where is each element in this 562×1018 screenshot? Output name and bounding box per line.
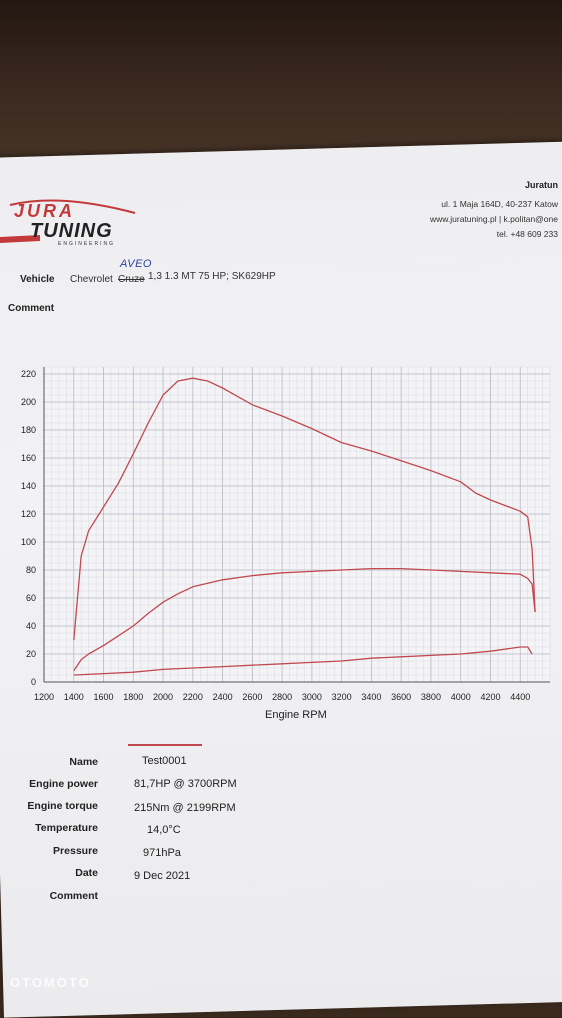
x-tick-label: 1400 [64,692,84,702]
svg-text:JURA: JURA [14,201,75,221]
x-tick-label: 3200 [332,692,352,702]
phone-line: tel. +48 609 233 [496,229,558,239]
address-line: ul. 1 Maja 164D, 40-237 Katow [441,199,558,209]
power-label: Engine power [29,778,98,790]
y-tick-label: 160 [21,453,36,463]
company-address: ul. 1 Maja 164D, 40-237 Katow www.juratu… [430,197,558,242]
y-tick-label: 100 [21,537,36,547]
y-tick-label: 20 [26,649,36,659]
dyno-chart: 1200 1400 1600 1800 2000 2200 2400 2600 2800 3000… [21,366,551,702]
x-tick-label: 2000 [153,692,173,702]
x-tick-label: 3800 [421,692,441,702]
y-tick-label: 0 [31,677,36,687]
vehicle-details: 1,3 1.3 MT 75 HP; SK629HP [148,271,276,282]
svg-text:TUNING: TUNING [30,220,113,242]
pressure-value: 971hPa [143,847,181,859]
comment-label: Comment [8,303,55,314]
jura-tuning-logo: JURA TUNING ENGINEERING [0,199,136,247]
web-email-line: www.juratuning.pl | k.politan@one [429,214,558,224]
torque-value: 215Nm @ 2199RPM [134,802,236,814]
x-tick-label: 2400 [213,692,233,702]
run-comment-label: Comment [49,890,98,902]
y-tick-label: 80 [26,565,36,575]
torque-label: Engine torque [27,800,98,812]
date-label: Date [75,867,98,879]
otomoto-watermark: OTOMOTO [10,975,91,990]
y-tick-label: 180 [21,425,36,435]
x-tick-label: 1800 [123,692,143,702]
temperature-value: 14,0°C [147,824,181,836]
temperature-label: Temperature [35,822,98,834]
power-curve [73,567,536,672]
company-name: Juratun [524,180,558,190]
x-tick-label: 2600 [242,692,262,702]
svg-text:ENGINEERING: ENGINEERING [58,241,115,247]
y-tick-label: 200 [21,397,36,407]
y-tick-label: 140 [21,481,36,491]
name-label: Name [69,756,98,768]
name-value: Test0001 [142,755,187,767]
date-value: 9 Dec 2021 [134,870,191,882]
y-tick-label: 60 [26,593,36,603]
x-tick-label: 2800 [272,692,292,702]
torque-curve [73,377,536,641]
x-axis-title: Engine RPM [265,709,327,721]
x-tick-label: 2200 [183,692,203,702]
x-tick-label: 3000 [302,692,322,702]
x-tick-label: 4000 [451,692,471,702]
x-tick-label: 4200 [480,692,500,702]
y-tick-label: 40 [26,621,36,631]
x-tick-label: 1600 [94,692,114,702]
handwritten-correction: AVEO [120,258,152,270]
power-value: 81,7HP @ 3700RPM [134,778,237,790]
pressure-label: Pressure [53,845,98,857]
y-tick-label: 220 [21,369,36,379]
x-tick-label: 3400 [361,692,381,702]
loss-curve [73,646,533,676]
vehicle-model-struck: Cruze [118,274,145,285]
legend-line [128,744,202,746]
x-tick-label: 4400 [510,692,530,702]
x-tick-label: 1200 [34,692,54,702]
vehicle-make: Chevrolet [70,274,113,285]
x-tick-label: 3600 [391,692,411,702]
y-tick-label: 120 [21,509,36,519]
vehicle-label: Vehicle [20,274,55,285]
